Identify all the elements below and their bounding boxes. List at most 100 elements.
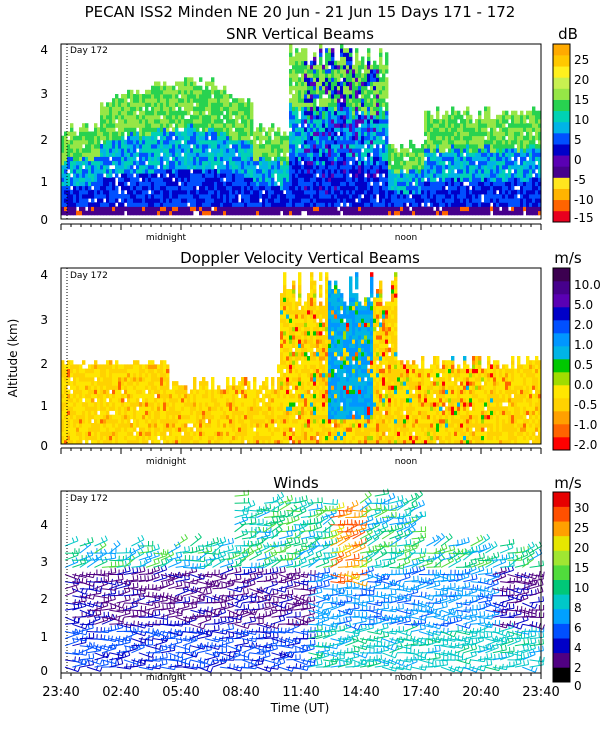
snr-cell — [145, 198, 149, 203]
snr-cell — [307, 94, 311, 99]
snr-cell — [505, 210, 509, 216]
snr-cell — [271, 127, 275, 132]
snr-cell — [130, 164, 134, 170]
snr-cell — [370, 127, 374, 132]
doppler-cell — [151, 377, 155, 382]
snr-cell — [370, 202, 374, 207]
doppler-cell — [61, 393, 65, 399]
snr-cell — [214, 152, 218, 157]
snr-cell — [481, 139, 485, 145]
snr-cell — [367, 156, 371, 162]
snr-cell — [334, 169, 338, 174]
doppler-cell — [91, 406, 95, 411]
snr-cell — [436, 110, 440, 116]
snr-cell — [322, 110, 326, 116]
snr-cbar-tick-7: -10 — [574, 193, 594, 207]
doppler-cell — [103, 423, 107, 428]
snr-cell — [496, 114, 500, 120]
snr-cell — [112, 156, 116, 162]
snr-cell — [250, 177, 254, 182]
snr-cell — [346, 48, 350, 53]
snr-cell — [355, 164, 359, 170]
snr-cell — [82, 169, 86, 174]
snr-cell — [175, 198, 179, 203]
snr-cell — [124, 198, 128, 203]
snr-cell — [454, 177, 458, 182]
snr-cell — [364, 64, 368, 70]
snr-cell — [196, 123, 200, 128]
snr-cell — [127, 131, 131, 137]
snr-cell — [67, 181, 71, 187]
snr-cell — [160, 127, 164, 132]
snr-cell — [301, 131, 305, 137]
snr-cell — [460, 152, 464, 157]
snr-cell — [181, 164, 185, 170]
snr-cell — [358, 189, 362, 195]
snr-cell — [328, 160, 332, 166]
snr-cell — [346, 77, 350, 82]
snr-cell — [64, 139, 68, 145]
snr-cell — [187, 139, 191, 145]
snr-cell — [262, 135, 266, 141]
snr-cell — [115, 152, 119, 157]
snr-cell — [343, 152, 347, 157]
snr-cell — [310, 102, 314, 107]
snr-cell — [88, 164, 92, 170]
snr-cell — [220, 160, 224, 166]
snr-cell — [250, 210, 254, 216]
snr-cell — [199, 89, 203, 95]
snr-cell — [280, 148, 284, 153]
snr-cell — [199, 206, 203, 212]
snr-cell — [355, 185, 359, 191]
snr-cell — [61, 185, 65, 191]
doppler-cell — [139, 372, 143, 378]
snr-cell — [181, 210, 185, 216]
doppler-cell — [91, 381, 95, 386]
doppler-cell — [88, 393, 92, 399]
doppler-cell — [145, 423, 149, 428]
snr-cell — [202, 181, 206, 187]
snr-cell — [262, 144, 266, 149]
snr-cell — [391, 152, 395, 157]
snr-cell — [394, 160, 398, 166]
doppler-cell — [136, 418, 140, 424]
snr-cell — [94, 127, 98, 132]
snr-cell — [376, 189, 380, 195]
snr-cell — [175, 152, 179, 157]
snr-cell — [457, 169, 461, 174]
snr-cell — [325, 85, 329, 91]
snr-cell — [232, 189, 236, 195]
snr-cell — [469, 160, 473, 166]
snr-cell — [367, 135, 371, 141]
snr-cell — [445, 210, 449, 216]
doppler-cell — [73, 435, 77, 441]
snr-cell — [508, 123, 512, 128]
snr-cell — [208, 81, 212, 87]
snr-cell — [451, 148, 455, 153]
snr-cell — [319, 94, 323, 99]
snr-cell — [463, 210, 467, 216]
snr-cell — [217, 89, 221, 95]
snr-cell — [232, 164, 236, 170]
snr-cell — [235, 131, 239, 137]
snr-cell — [424, 198, 428, 203]
snr-cell — [466, 139, 470, 145]
snr-cell — [151, 164, 155, 170]
doppler-cell — [145, 397, 149, 403]
snr-cell — [193, 123, 197, 128]
doppler-cell — [106, 368, 110, 374]
snr-cell — [298, 127, 302, 132]
snr-cell — [130, 198, 134, 203]
snr-cell — [211, 185, 215, 191]
snr-cell — [415, 169, 419, 174]
snr-cell — [292, 194, 296, 199]
doppler-cell — [112, 372, 116, 378]
snr-cell — [268, 127, 272, 132]
snr-cell — [94, 139, 98, 145]
snr-cell — [100, 181, 104, 187]
snr-cell — [94, 194, 98, 199]
snr-cell — [64, 169, 68, 174]
snr-cell — [244, 127, 248, 132]
snr-cell — [310, 202, 314, 207]
snr-cell — [373, 60, 377, 66]
